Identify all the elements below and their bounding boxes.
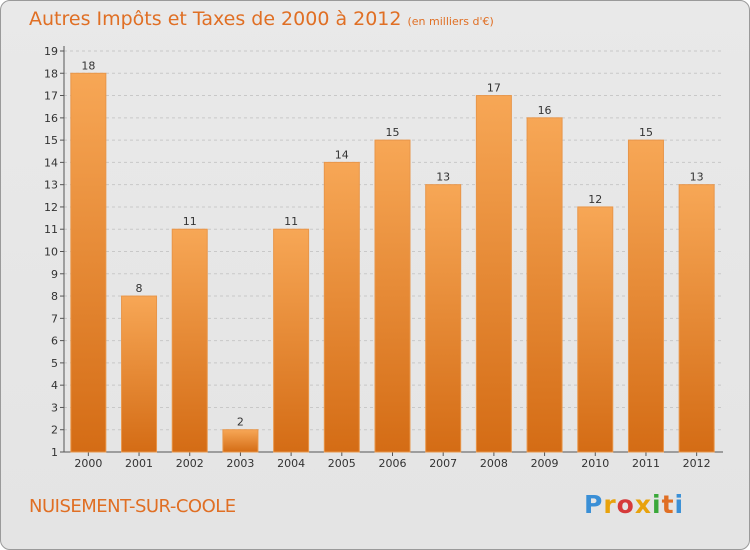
y-tick-label: 8	[51, 290, 58, 303]
logo-letter: t	[661, 490, 675, 519]
y-tick-label: 11	[44, 223, 58, 236]
proxiti-logo[interactable]: Proxiti	[584, 490, 684, 519]
logo-letter: i	[674, 490, 685, 519]
data-label: 14	[335, 148, 349, 161]
y-tick-label: 4	[51, 379, 58, 392]
data-label: 2	[237, 416, 244, 429]
data-label: 11	[284, 215, 298, 228]
bar	[323, 161, 360, 453]
bar	[475, 95, 512, 453]
data-label: 12	[588, 193, 602, 206]
y-tick-label: 2	[51, 424, 58, 437]
bar	[526, 117, 563, 453]
y-tick-label: 19	[44, 45, 58, 58]
x-tick-label: 2004	[277, 457, 305, 470]
data-label: 17	[487, 82, 501, 95]
x-tick-label: 2008	[480, 457, 508, 470]
logo-letter: r	[603, 490, 617, 519]
y-tick-label: 10	[44, 246, 58, 259]
bar	[121, 295, 158, 453]
chart-title-main: Autres Impôts et Taxes de 2000 à 2012	[29, 8, 402, 30]
x-tick-label: 2011	[632, 457, 660, 470]
x-tick-label: 2003	[226, 457, 254, 470]
bar	[273, 228, 310, 453]
y-tick-label: 12	[44, 201, 58, 214]
logo-letter: i	[652, 490, 662, 519]
logo-letter: P	[584, 490, 604, 519]
data-label: 11	[183, 215, 197, 228]
y-tick-label: 3	[51, 401, 58, 414]
y-tick-label: 15	[44, 134, 58, 147]
y-tick-label: 14	[44, 156, 58, 169]
y-tick-label: 17	[44, 90, 58, 103]
x-tick-label: 2001	[125, 457, 153, 470]
bar	[627, 139, 664, 453]
bar	[70, 72, 107, 453]
chart-title-unit: (en milliers d'€)	[407, 15, 494, 28]
y-tick-label: 6	[51, 335, 58, 348]
bar	[425, 184, 462, 453]
x-tick-label: 2012	[683, 457, 711, 470]
y-tick-label: 13	[44, 179, 58, 192]
data-label: 15	[639, 126, 653, 139]
x-tick-label: 2010	[581, 457, 609, 470]
data-label: 16	[538, 104, 552, 117]
bar	[222, 429, 259, 453]
x-tick-label: 2007	[429, 457, 457, 470]
x-tick-label: 2002	[176, 457, 204, 470]
data-label: 8	[136, 282, 143, 295]
data-label: 15	[386, 126, 400, 139]
data-label: 13	[690, 171, 704, 184]
y-tick-label: 5	[51, 357, 58, 370]
x-tick-label: 2006	[379, 457, 407, 470]
x-tick-label: 2005	[328, 457, 356, 470]
y-tick-label: 9	[51, 268, 58, 281]
logo-letter: x	[634, 490, 652, 519]
x-tick-label: 2000	[74, 457, 102, 470]
bar	[577, 206, 614, 453]
data-label: 18	[81, 59, 95, 72]
y-tick-label: 1	[51, 446, 58, 459]
labels: 1234567891011121314151617181918200082001…	[44, 45, 711, 470]
bars	[70, 72, 715, 453]
data-label: 13	[436, 171, 450, 184]
bar	[678, 184, 715, 453]
bar	[171, 228, 208, 453]
y-tick-label: 18	[44, 67, 58, 80]
bar	[374, 139, 411, 453]
logo-letter: o	[616, 490, 635, 519]
y-tick-label: 16	[44, 112, 58, 125]
y-tick-label: 7	[51, 312, 58, 325]
commune-name: NUISEMENT-SUR-COOLE	[29, 496, 236, 517]
chart-title: Autres Impôts et Taxes de 2000 à 2012 (en…	[29, 8, 494, 30]
x-tick-label: 2009	[531, 457, 559, 470]
